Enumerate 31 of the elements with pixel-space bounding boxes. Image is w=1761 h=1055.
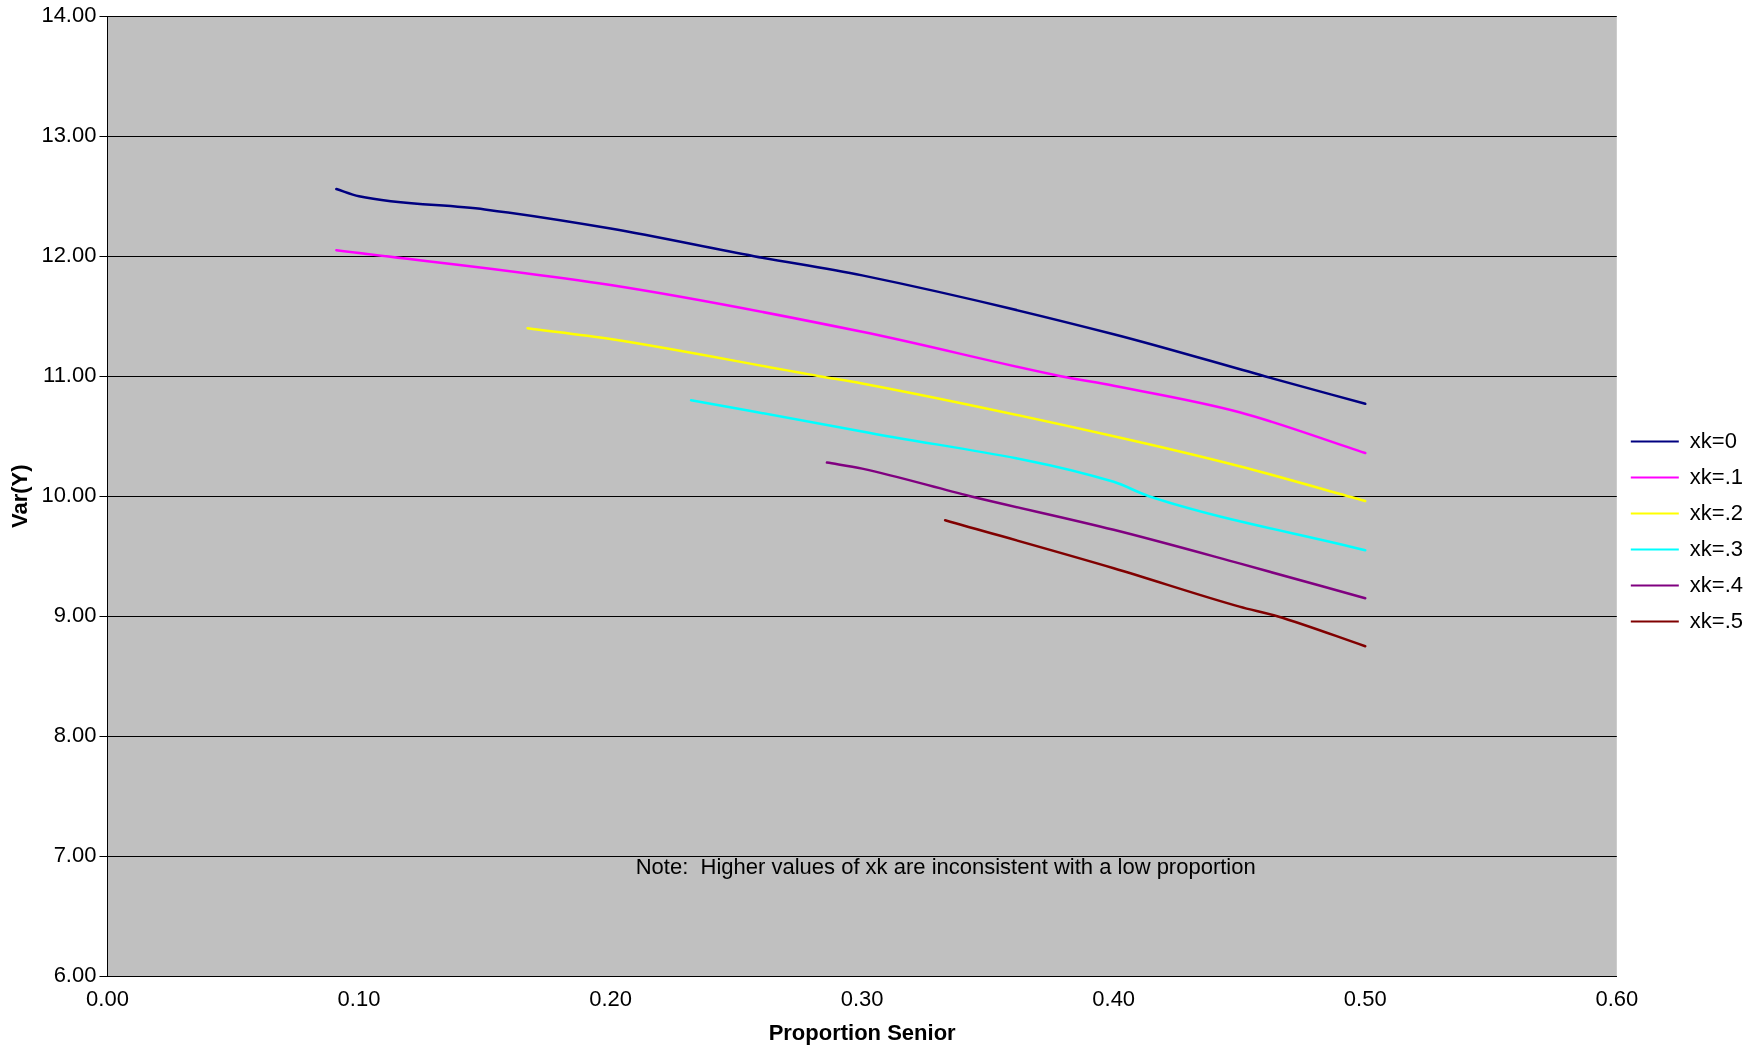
y-tick-label: 9.00: [53, 602, 97, 628]
x-tick-label: 0.30: [840, 986, 884, 1012]
y-tick-label: 7.00: [53, 842, 97, 868]
x-tick-label: 0.00: [86, 986, 129, 1012]
y-tick-label: 10.00: [41, 482, 97, 508]
line-series: [335, 248, 1367, 455]
legend-label: xk=.3: [1689, 535, 1744, 561]
x-tick-label: 0.20: [589, 986, 632, 1012]
y-tick-label: 8.00: [53, 722, 97, 748]
line-series: [825, 461, 1367, 600]
y-tick-label: 12.00: [41, 242, 97, 268]
y-tick-label: 14.00: [41, 2, 97, 28]
x-tick-label: 0.50: [1343, 986, 1387, 1012]
y-axis-title: Var(Y): [7, 464, 33, 528]
annotation: Note: Higher values of xk are inconsistent with a low proportion: [635, 853, 1256, 879]
x-axis-title: Proportion Senior: [768, 1019, 957, 1045]
legend-label: xk=.4: [1689, 571, 1744, 597]
y-tick-label: 6.00: [53, 962, 97, 988]
x-tick-label: 0.40: [1092, 986, 1136, 1012]
x-tick-label: 0.60: [1595, 986, 1639, 1012]
line-series: [689, 398, 1367, 552]
y-tick-label: 13.00: [41, 122, 97, 148]
x-tick-label: 0.10: [337, 986, 381, 1012]
line-series: [335, 187, 1367, 406]
line-series: [943, 518, 1367, 648]
y-tick-label: 11.00: [43, 362, 97, 388]
legend-label: xk=.5: [1689, 607, 1744, 633]
legend-label: xk=0: [1689, 427, 1737, 453]
line-series: [526, 326, 1367, 503]
legend-label: xk=.1: [1689, 463, 1744, 489]
legend-label: xk=.2: [1689, 499, 1744, 525]
